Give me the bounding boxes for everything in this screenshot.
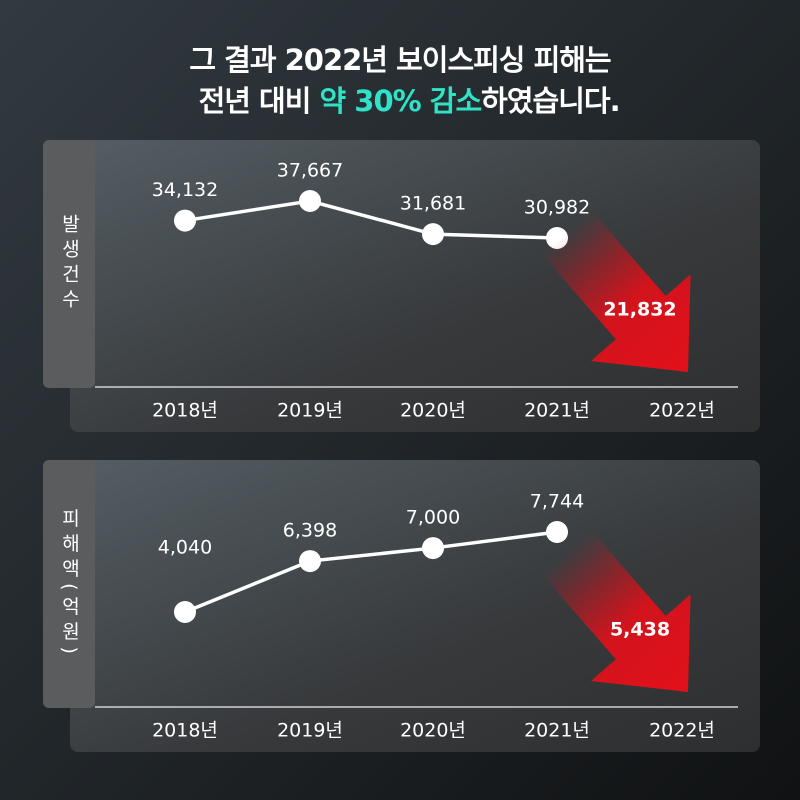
x-tick-label: 2019년 xyxy=(277,400,343,422)
data-point xyxy=(422,223,444,246)
y-axis-label: 피해액(억원) xyxy=(59,508,81,660)
x-tick-label: 2022년 xyxy=(649,720,715,742)
x-tick-label: 2020년 xyxy=(400,400,466,422)
y-axis-label: 발생건수 xyxy=(59,214,81,314)
drop-label: 21,832 xyxy=(603,299,676,321)
data-point xyxy=(174,209,196,232)
x-tick-label: 2018년 xyxy=(152,720,218,742)
data-label: 7,000 xyxy=(406,507,460,529)
x-tick-label: 2019년 xyxy=(277,720,343,742)
drop-arrow xyxy=(541,530,691,692)
arrow xyxy=(541,530,691,692)
title-part: 하였습니다. xyxy=(481,84,619,118)
data-label: 31,681 xyxy=(400,193,466,215)
x-tick-label: 2021년 xyxy=(524,720,590,742)
trend-line xyxy=(184,530,558,614)
data-label: 37,667 xyxy=(277,160,343,182)
data-label: 4,040 xyxy=(158,537,212,559)
data-point xyxy=(422,537,444,560)
data-label: 34,132 xyxy=(152,179,218,201)
title-line: 전년 대비 약 30% 감소하였습니다. xyxy=(153,84,647,118)
axis-tab xyxy=(43,140,95,388)
trend-line xyxy=(184,199,558,240)
panel xyxy=(70,460,760,752)
data-label: 30,982 xyxy=(524,197,590,219)
drop-arrow xyxy=(541,210,691,372)
arrow xyxy=(541,210,691,372)
axis-tab xyxy=(43,460,95,708)
data-label: 7,744 xyxy=(530,491,584,513)
data-label: 6,398 xyxy=(283,520,337,542)
title-part: 전년 대비 xyxy=(199,84,320,118)
data-point xyxy=(299,550,321,573)
x-tick-label: 2018년 xyxy=(152,400,218,422)
x-tick-label: 2022년 xyxy=(649,400,715,422)
title-highlight: 약 30% 감소 xyxy=(320,84,482,118)
data-point xyxy=(546,521,568,543)
data-point xyxy=(299,190,321,212)
x-tick-label: 2021년 xyxy=(524,400,590,422)
drop-label: 5,438 xyxy=(610,619,670,641)
data-point xyxy=(174,601,196,623)
title-line: 그 결과 2022년 보이스피싱 피해는 xyxy=(189,43,611,77)
x-tick-label: 2020년 xyxy=(400,720,466,742)
